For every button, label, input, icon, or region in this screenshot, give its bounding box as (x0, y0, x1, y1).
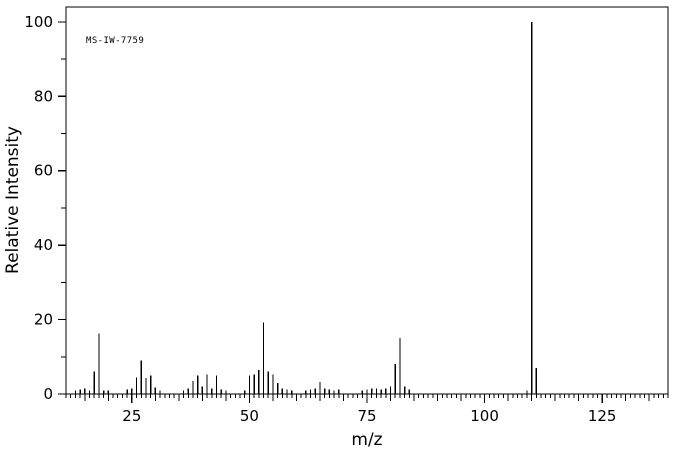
x-axis-title: m/z (351, 430, 382, 450)
y-tick-label-20: 20 (34, 311, 53, 329)
x-tick-label-75: 75 (357, 407, 376, 425)
sample-annotation: MS-IW-7759 (86, 36, 144, 46)
y-axis-tick-labels: 0 20 40 60 80 100 (24, 13, 53, 403)
axes-box (65, 6, 669, 395)
y-tick-label-0: 0 (43, 385, 53, 403)
y-tick-label-40: 40 (34, 236, 53, 254)
x-axis-ticks (65, 394, 669, 403)
x-tick-label-25: 25 (122, 407, 141, 425)
y-axis-ticks (58, 21, 66, 395)
x-tick-label-125: 125 (588, 407, 617, 425)
spectrum-peaks (74, 21, 537, 394)
y-tick-label-100: 100 (24, 13, 53, 31)
y-axis-title: Relative Intensity (3, 126, 23, 274)
x-axis-tick-labels: 25 50 75 100 125 (122, 407, 616, 425)
y-tick-label-80: 80 (34, 87, 53, 105)
plot-frame (65, 6, 669, 395)
x-tick-label-50: 50 (240, 407, 259, 425)
x-tick-label-100: 100 (470, 407, 499, 425)
y-tick-label-60: 60 (34, 162, 53, 180)
